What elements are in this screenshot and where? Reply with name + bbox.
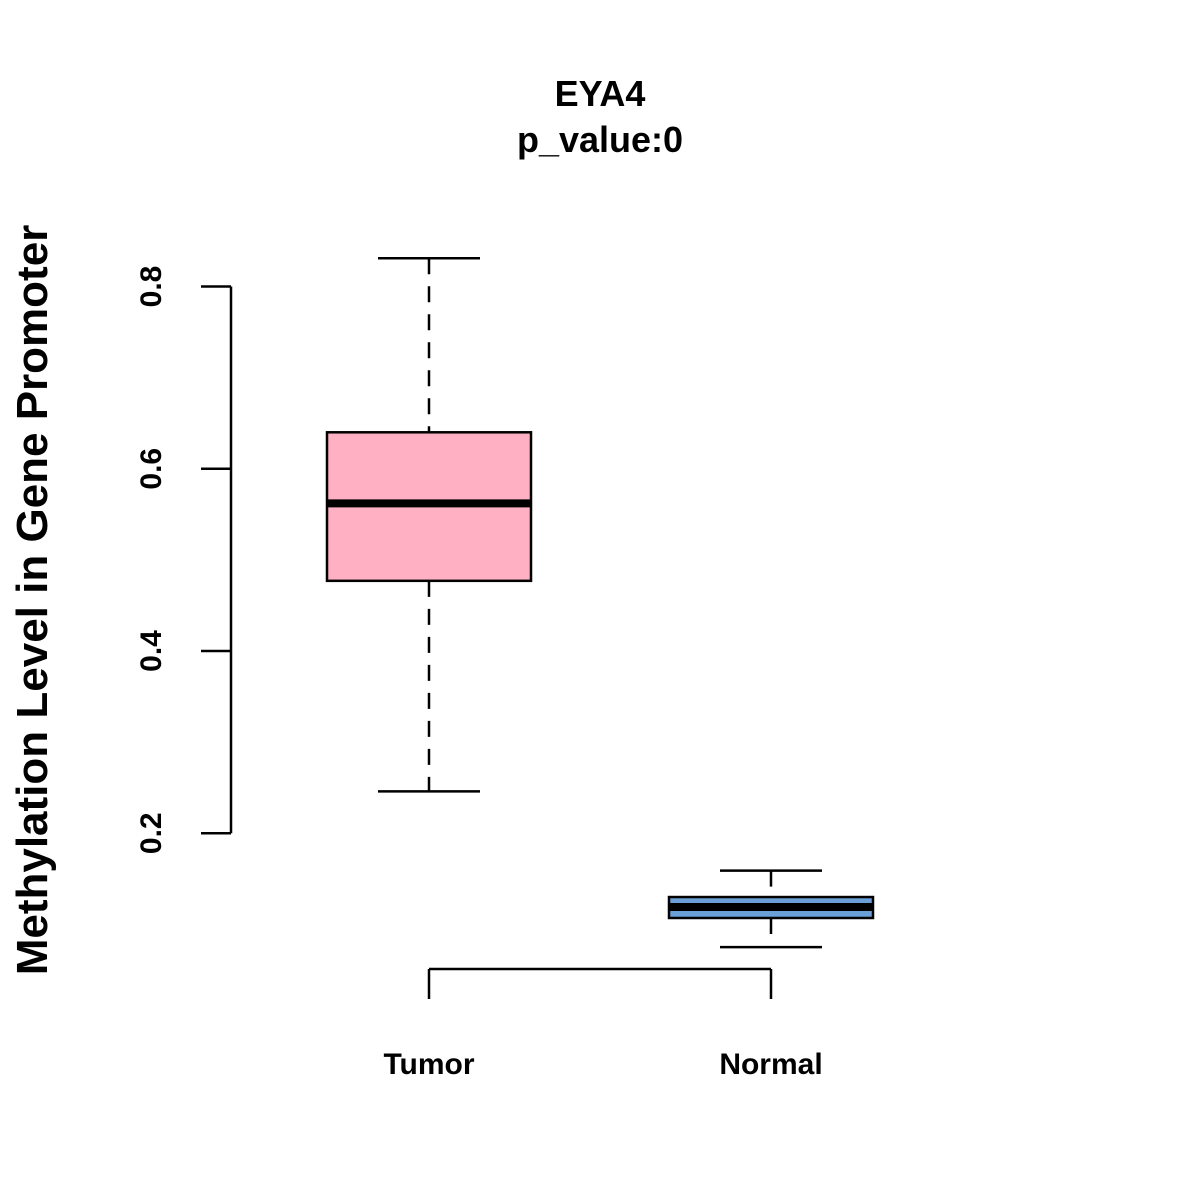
box-tumor xyxy=(325,257,533,793)
x-tick-label: Tumor xyxy=(383,1048,474,1081)
y-tick-label: 0.2 xyxy=(135,812,168,854)
y-tick-label: 0.6 xyxy=(135,448,168,490)
box-normal xyxy=(667,869,875,949)
x-tick-label: Normal xyxy=(719,1048,822,1081)
boxes-layer xyxy=(325,257,875,949)
chart-subtitle: p_value:0 xyxy=(517,119,683,160)
x-axis: Tumor Normal xyxy=(383,967,823,1081)
chart-title: EYA4 xyxy=(555,73,646,114)
y-tick-label: 0.4 xyxy=(135,630,168,672)
y-axis: 0.2 0.4 0.6 0.8 xyxy=(135,266,233,854)
y-tick-label: 0.8 xyxy=(135,266,168,308)
y-axis-label: Methylation Level in Gene Promoter xyxy=(8,225,57,976)
